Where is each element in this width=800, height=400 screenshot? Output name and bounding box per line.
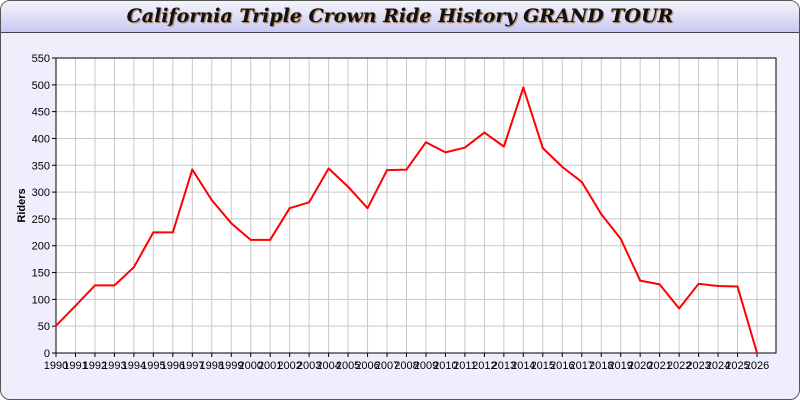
x-tick-label: 2008 — [394, 360, 418, 372]
data-point — [74, 304, 77, 307]
x-tick-label: 1995 — [141, 360, 165, 372]
y-axis-label: Riders — [16, 188, 28, 222]
x-tick-label: 2024 — [706, 360, 730, 372]
data-point — [541, 147, 544, 150]
data-point — [113, 284, 116, 287]
x-tick-label: 2014 — [511, 360, 535, 372]
title-bar: California Triple Crown Ride History GRA… — [1, 1, 799, 33]
y-tick-label: 500 — [32, 80, 50, 92]
data-point — [424, 141, 427, 144]
x-tick-label: 2012 — [472, 360, 496, 372]
x-tick-label: 1999 — [219, 360, 243, 372]
x-tick-label: 1994 — [122, 360, 146, 372]
x-tick-label: 2003 — [297, 360, 321, 372]
x-tick-label: 2026 — [745, 360, 769, 372]
x-tick-label: 2005 — [336, 360, 360, 372]
chart-title: California Triple Crown Ride History GRA… — [126, 5, 674, 27]
data-point — [444, 151, 447, 154]
data-point — [366, 207, 369, 210]
y-tick-label: 350 — [32, 160, 50, 172]
data-point — [386, 169, 389, 172]
x-tick-label: 2016 — [550, 360, 574, 372]
x-tick-label: 2001 — [258, 360, 282, 372]
x-tick-label: 2017 — [570, 360, 594, 372]
data-point — [347, 185, 350, 188]
x-tick-label: 2004 — [316, 360, 340, 372]
plot-border — [55, 57, 777, 354]
data-point — [697, 282, 700, 285]
x-tick-label: 1996 — [161, 360, 185, 372]
data-point — [288, 207, 291, 210]
data-point — [717, 284, 720, 287]
data-point — [522, 86, 525, 89]
x-tick-label: 1997 — [180, 360, 204, 372]
x-tick-label: 1992 — [83, 360, 107, 372]
data-point — [502, 145, 505, 148]
x-tick-label: 1990 — [44, 360, 68, 372]
plot-area — [56, 58, 776, 353]
data-point — [580, 180, 583, 183]
x-tick-label: 2023 — [686, 360, 710, 372]
data-point — [191, 168, 194, 171]
x-tick-label: 1998 — [200, 360, 224, 372]
x-tick-label: 2015 — [531, 360, 555, 372]
data-point — [405, 168, 408, 171]
x-tick-label: 2011 — [453, 360, 477, 372]
y-tick-label: 150 — [32, 268, 50, 280]
data-point — [93, 284, 96, 287]
data-point — [678, 307, 681, 310]
y-tick-label: 550 — [32, 53, 50, 65]
x-tick-label: 2022 — [667, 360, 691, 372]
y-tick-label: 300 — [32, 187, 50, 199]
data-point — [756, 352, 758, 354]
x-tick-label: 2007 — [375, 360, 399, 372]
data-point — [308, 201, 311, 204]
x-tick-label: 2025 — [725, 360, 749, 372]
data-point — [619, 237, 622, 240]
x-tick-label: 2010 — [433, 360, 457, 372]
data-point — [152, 231, 155, 234]
data-point — [561, 165, 564, 168]
x-tick-label: 2013 — [492, 360, 516, 372]
data-point — [600, 213, 603, 216]
x-tick-label: 2009 — [414, 360, 438, 372]
y-tick-label: 50 — [38, 321, 50, 333]
data-point — [210, 199, 213, 202]
y-tick-label: 100 — [32, 294, 50, 306]
data-point — [230, 222, 233, 225]
data-point — [463, 146, 466, 149]
y-tick-label: 250 — [32, 214, 50, 226]
data-point — [658, 283, 661, 286]
data-point — [639, 279, 642, 282]
y-tick-label: 0 — [44, 348, 50, 360]
y-tick-label: 400 — [32, 133, 50, 145]
data-point — [249, 238, 252, 241]
x-tick-label: 2006 — [355, 360, 379, 372]
x-tick-label: 2018 — [589, 360, 613, 372]
data-point — [269, 238, 272, 241]
data-point — [132, 266, 135, 269]
x-tick-label: 1993 — [102, 360, 126, 372]
data-point — [736, 285, 739, 288]
x-tick-label: 2021 — [647, 360, 671, 372]
y-tick-label: 450 — [32, 107, 50, 119]
data-point — [171, 231, 174, 234]
x-tick-label: 1991 — [63, 360, 87, 372]
y-tick-label: 200 — [32, 241, 50, 253]
x-tick-label: 2020 — [628, 360, 652, 372]
x-tick-label: 2019 — [608, 360, 632, 372]
data-point — [483, 131, 486, 134]
data-point — [55, 324, 57, 327]
data-point — [327, 167, 330, 170]
x-tick-label: 2000 — [238, 360, 262, 372]
x-tick-label: 2002 — [277, 360, 301, 372]
